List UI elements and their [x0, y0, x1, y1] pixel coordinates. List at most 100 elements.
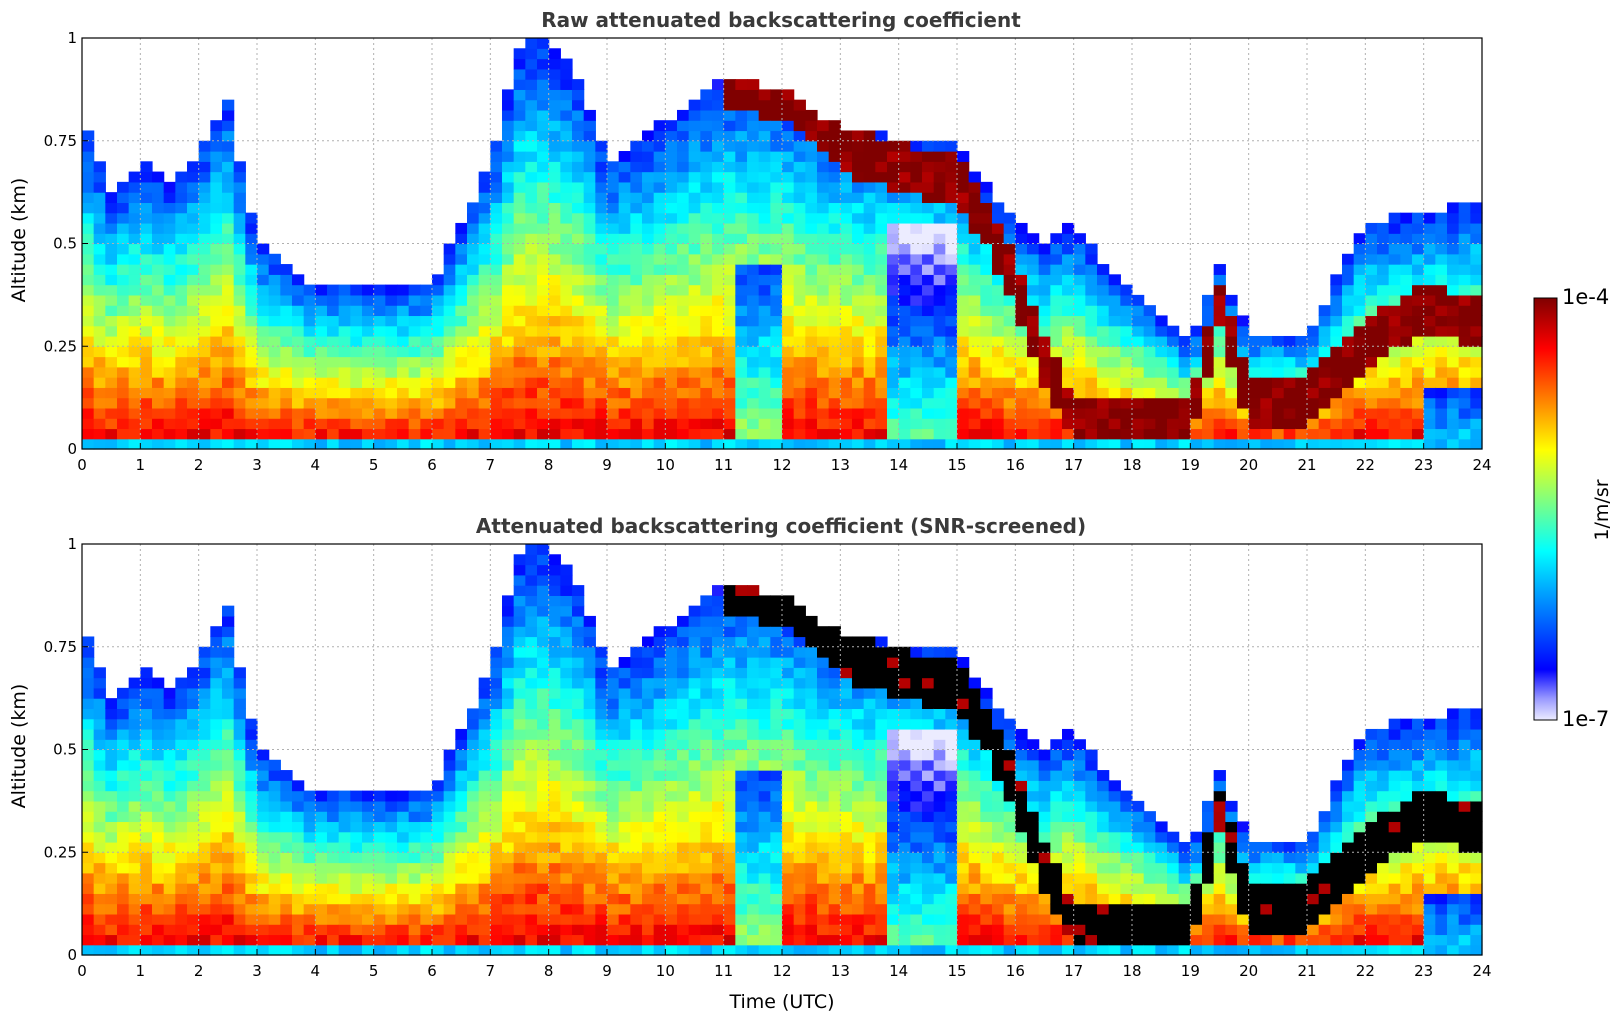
heatmap-cell	[607, 841, 620, 853]
heatmap-cell	[548, 739, 561, 751]
heatmap-cell	[572, 335, 585, 347]
heatmap-cell	[1400, 428, 1413, 440]
heatmap-cell	[1178, 377, 1191, 388]
heatmap-cell	[945, 151, 958, 162]
heatmap-cell	[268, 790, 281, 802]
heatmap-cell	[922, 325, 935, 337]
heatmap-cell	[945, 438, 958, 450]
heatmap-cell	[782, 872, 795, 884]
heatmap-cell	[210, 831, 223, 843]
heatmap-cell	[712, 253, 725, 265]
heatmap-cell	[653, 325, 666, 337]
heatmap-cell	[1435, 377, 1448, 388]
heatmap-cell	[490, 161, 503, 173]
heatmap-cell	[128, 438, 141, 450]
heatmap-cell	[595, 202, 608, 214]
heatmap-cell	[175, 233, 188, 245]
heatmap-cell	[432, 335, 445, 347]
heatmap-cell	[817, 222, 830, 234]
heatmap-cell	[432, 944, 445, 956]
heatmap-cell	[385, 841, 398, 853]
heatmap-cell	[583, 944, 596, 956]
heatmap-cell	[863, 770, 876, 781]
heatmap-cell	[688, 151, 701, 162]
heatmap-cell	[210, 181, 223, 193]
heatmap-cell	[1412, 366, 1425, 378]
heatmap-cell	[1318, 335, 1331, 347]
heatmap-cell	[163, 192, 176, 204]
heatmap-cell	[817, 366, 830, 378]
heatmap-cell	[292, 831, 305, 843]
heatmap-cell	[128, 253, 141, 265]
heatmap-cell	[105, 366, 118, 378]
heatmap-cell	[642, 274, 655, 286]
heatmap-cell	[455, 274, 468, 286]
heatmap-cell	[863, 438, 876, 450]
heatmap-cell	[443, 274, 456, 286]
heatmap-cell	[1412, 335, 1425, 347]
heatmap-cell	[93, 893, 106, 905]
heatmap-cell	[1132, 305, 1145, 317]
heatmap-cell	[852, 944, 865, 956]
heatmap-cell	[887, 151, 900, 162]
heatmap-cell	[1178, 438, 1191, 450]
heatmap-cell	[502, 852, 515, 864]
heatmap-cell	[338, 377, 351, 388]
heatmap-cell	[828, 739, 841, 751]
heatmap-cell	[665, 821, 678, 833]
heatmap-cell	[758, 739, 771, 751]
heatmap-cell	[712, 749, 725, 761]
heatmap-cell	[1365, 397, 1378, 409]
heatmap-cell	[152, 698, 165, 710]
heatmap-cell	[257, 780, 270, 792]
heatmap-cell	[922, 161, 935, 173]
heatmap-cell	[770, 862, 783, 874]
heatmap-cell	[175, 749, 188, 761]
heatmap-cell	[117, 325, 130, 337]
heatmap-cell	[525, 315, 538, 327]
heatmap-cell	[805, 305, 818, 317]
heatmap-cell	[852, 636, 865, 648]
heatmap-cell	[105, 708, 118, 720]
heatmap-cell	[828, 243, 841, 255]
heatmap-cell	[1400, 264, 1413, 275]
heatmap-cell	[770, 284, 783, 296]
heatmap-cell	[793, 739, 806, 751]
heatmap-cell	[957, 264, 970, 275]
heatmap-cell	[677, 418, 690, 430]
heatmap-cell	[863, 274, 876, 286]
heatmap-cell	[560, 852, 573, 864]
heatmap-cell	[945, 253, 958, 265]
heatmap-cell	[420, 883, 433, 894]
heatmap-cell	[1178, 428, 1191, 440]
heatmap-cell	[82, 151, 95, 162]
heatmap-cell	[782, 161, 795, 173]
heatmap-cell	[513, 841, 526, 853]
heatmap-cell	[618, 944, 631, 956]
heatmap-cell	[222, 759, 235, 771]
heatmap-cell	[140, 264, 153, 275]
heatmap-cell	[770, 790, 783, 802]
heatmap-cell	[1015, 346, 1028, 358]
heatmap-cell	[910, 274, 923, 286]
heatmap-cell	[700, 387, 713, 399]
heatmap-cell	[595, 222, 608, 234]
heatmap-cell	[163, 913, 176, 925]
heatmap-cell	[898, 181, 911, 193]
heatmap-cell	[315, 284, 328, 296]
heatmap-cell	[350, 418, 363, 430]
heatmap-cell	[82, 212, 95, 224]
heatmap-cell	[688, 346, 701, 358]
heatmap-cell	[187, 212, 200, 224]
heatmap-cell	[583, 718, 596, 730]
heatmap-cell	[572, 253, 585, 265]
heatmap-cell	[198, 202, 211, 214]
heatmap-cell	[315, 315, 328, 327]
heatmap-cell	[117, 862, 130, 874]
heatmap-cell	[747, 356, 760, 368]
heatmap-cell	[420, 418, 433, 430]
heatmap-cell	[572, 192, 585, 204]
heatmap-cell	[292, 356, 305, 368]
heatmap-cell	[187, 944, 200, 956]
heatmap-cell	[758, 872, 771, 884]
